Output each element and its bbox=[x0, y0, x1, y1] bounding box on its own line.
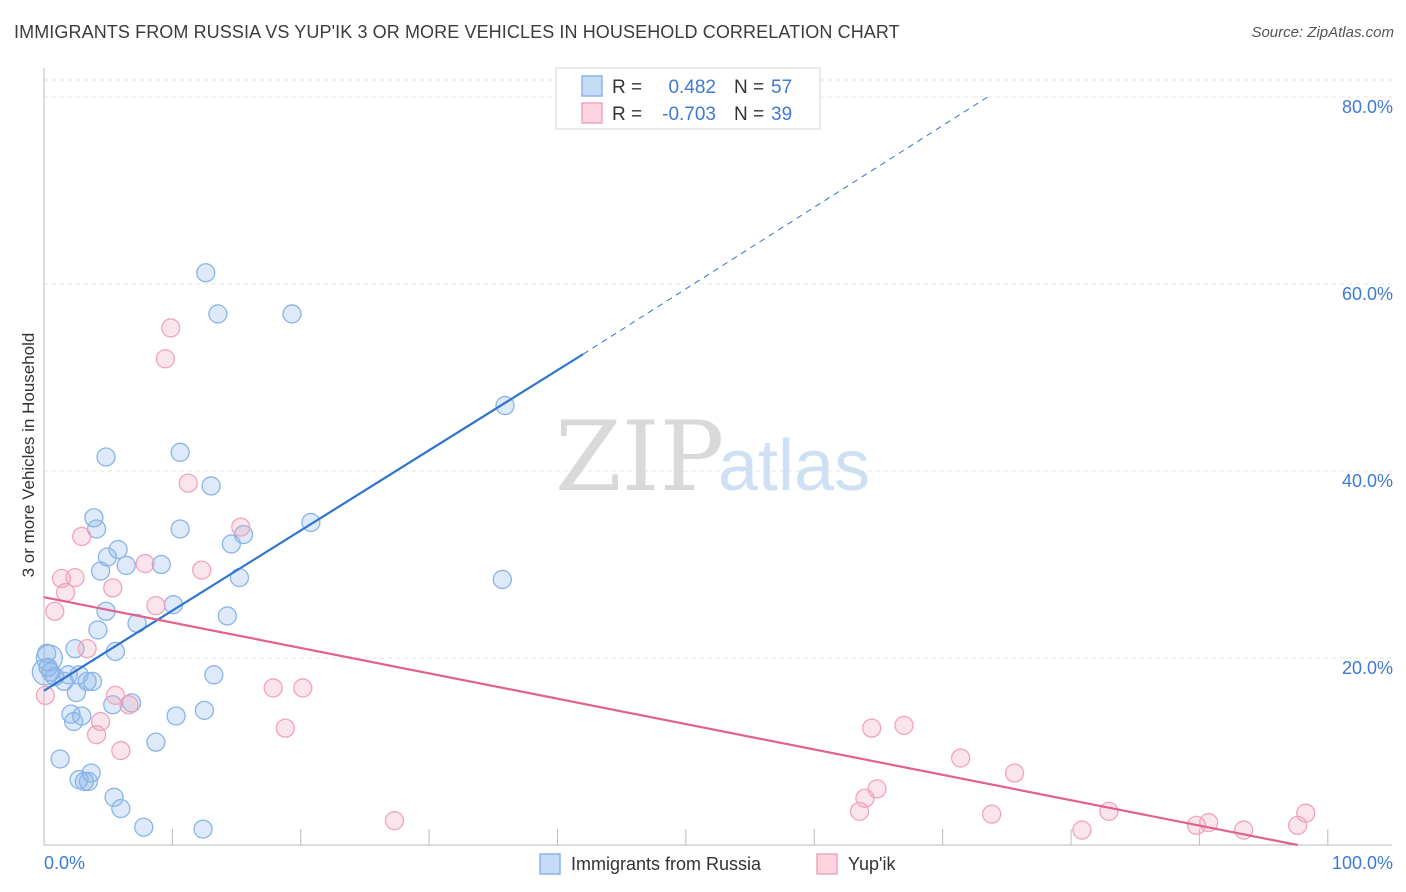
point-yupik-8 bbox=[90, 711, 111, 732]
point-russia-41 bbox=[193, 819, 213, 839]
point-yupik-28 bbox=[894, 715, 914, 735]
point-yupik-30 bbox=[981, 804, 1002, 824]
point-yupik-18 bbox=[192, 560, 212, 580]
point-yupik-32 bbox=[1072, 820, 1092, 840]
point-russia-38 bbox=[166, 706, 186, 726]
point-yupik-19 bbox=[231, 517, 251, 537]
point-yupik-15 bbox=[155, 349, 175, 369]
point-yupik-23 bbox=[384, 811, 405, 831]
point-yupik-26 bbox=[862, 718, 882, 738]
legend-swatch-yupik bbox=[581, 102, 603, 124]
point-yupik-13 bbox=[135, 553, 155, 574]
point-russia-43 bbox=[196, 263, 216, 283]
trend-line-russia bbox=[43, 353, 584, 692]
watermark-zip: ZIP bbox=[555, 401, 724, 513]
chart-title: IMMIGRANTS FROM RUSSIA VS YUP'IK 3 OR MO… bbox=[14, 22, 900, 42]
bottom-legend-swatch-yupik bbox=[816, 853, 838, 875]
point-russia-25 bbox=[97, 547, 118, 567]
point-yupik-27 bbox=[867, 779, 887, 799]
point-russia-56 bbox=[35, 644, 64, 672]
point-russia-42 bbox=[194, 700, 215, 721]
point-russia-13 bbox=[72, 706, 92, 726]
source-label: Source: ZipAtlas.com bbox=[1251, 24, 1394, 41]
point-russia-27 bbox=[104, 787, 124, 807]
point-yupik-29 bbox=[950, 748, 971, 768]
y-tick-label-1: 40.0% bbox=[1342, 471, 1393, 491]
point-yupik-31 bbox=[1004, 763, 1025, 783]
point-yupik-0 bbox=[35, 685, 55, 706]
point-yupik-20 bbox=[263, 678, 283, 698]
point-russia-40 bbox=[170, 442, 190, 462]
trend-lines bbox=[43, 96, 1298, 847]
point-yupik-12 bbox=[119, 695, 139, 715]
y-tick-label-2: 60.0% bbox=[1342, 284, 1393, 304]
point-yupik-16 bbox=[161, 318, 181, 338]
point-russia-34 bbox=[134, 817, 154, 837]
point-yupik-6 bbox=[77, 639, 97, 659]
point-yupik-10 bbox=[105, 685, 126, 706]
point-russia-35 bbox=[146, 732, 166, 752]
data-points bbox=[31, 263, 1316, 840]
point-russia-47 bbox=[217, 606, 237, 626]
point-yupik-22 bbox=[293, 678, 313, 698]
point-russia-21 bbox=[88, 620, 108, 640]
legend-n-value-1: 57 bbox=[771, 77, 792, 98]
point-yupik-11 bbox=[111, 740, 131, 761]
legend-n-value-2: 39 bbox=[771, 104, 792, 125]
bottom-legend-label-yupik: Yup'ik bbox=[848, 854, 896, 874]
watermark-atlas: atlas bbox=[718, 426, 870, 506]
point-yupik-38 bbox=[1296, 803, 1316, 823]
point-russia-53 bbox=[492, 569, 512, 590]
legend-swatch-russia bbox=[581, 75, 603, 97]
y-tick-label-0: 20.0% bbox=[1342, 658, 1393, 678]
point-russia-15 bbox=[77, 671, 97, 692]
bottom-legend: Immigrants from Russia Yup'ik bbox=[539, 853, 896, 875]
point-russia-44 bbox=[201, 476, 221, 496]
point-russia-19 bbox=[84, 508, 104, 528]
point-russia-45 bbox=[204, 665, 224, 685]
bottom-legend-label-russia: Immigrants from Russia bbox=[571, 854, 762, 874]
legend-n-label-1: N = bbox=[734, 77, 764, 98]
legend: R = 0.482 N = 57 R = -0.703 N = 39 bbox=[555, 67, 821, 130]
watermark: ZIP atlas bbox=[555, 401, 870, 513]
point-russia-36 bbox=[151, 554, 171, 575]
point-yupik-14 bbox=[146, 595, 166, 616]
legend-r-value-2: -0.703 bbox=[662, 104, 716, 125]
point-russia-39 bbox=[170, 519, 190, 539]
point-yupik-17 bbox=[178, 473, 198, 493]
point-russia-29 bbox=[108, 539, 128, 560]
point-yupik-9 bbox=[103, 578, 123, 598]
point-yupik-33 bbox=[1099, 801, 1119, 821]
point-russia-30 bbox=[111, 798, 131, 819]
point-russia-4 bbox=[50, 749, 70, 769]
legend-n-label-2: N = bbox=[734, 104, 764, 125]
tick-labels: 20.0% 40.0% 60.0% 80.0% 0.0% 100.0% bbox=[44, 97, 1393, 873]
point-russia-50 bbox=[233, 524, 254, 545]
point-russia-49 bbox=[229, 567, 250, 588]
point-yupik-4 bbox=[65, 567, 85, 588]
trend-line-yupik bbox=[43, 596, 1298, 847]
point-russia-31 bbox=[116, 555, 136, 576]
point-russia-46 bbox=[208, 304, 228, 324]
point-russia-51 bbox=[282, 304, 302, 324]
point-russia-18 bbox=[82, 671, 103, 692]
point-russia-17 bbox=[81, 763, 101, 783]
y-axis-label: 3 or more Vehicles in Household bbox=[19, 333, 38, 578]
trend-line-russia-extension bbox=[582, 96, 988, 355]
legend-r-label-2: R = bbox=[612, 104, 642, 125]
legend-r-value-1: 0.482 bbox=[668, 77, 716, 98]
legend-r-label-1: R = bbox=[612, 77, 642, 98]
x-tick-label-1: 100.0% bbox=[1332, 853, 1393, 873]
point-yupik-21 bbox=[275, 718, 295, 738]
point-yupik-1 bbox=[45, 601, 65, 621]
axes bbox=[43, 68, 1392, 846]
y-tick-label-3: 80.0% bbox=[1342, 97, 1393, 117]
bottom-legend-swatch-russia bbox=[539, 853, 561, 875]
point-yupik-5 bbox=[72, 526, 92, 547]
point-russia-24 bbox=[96, 447, 116, 467]
x-tick-label-0: 0.0% bbox=[44, 853, 85, 873]
